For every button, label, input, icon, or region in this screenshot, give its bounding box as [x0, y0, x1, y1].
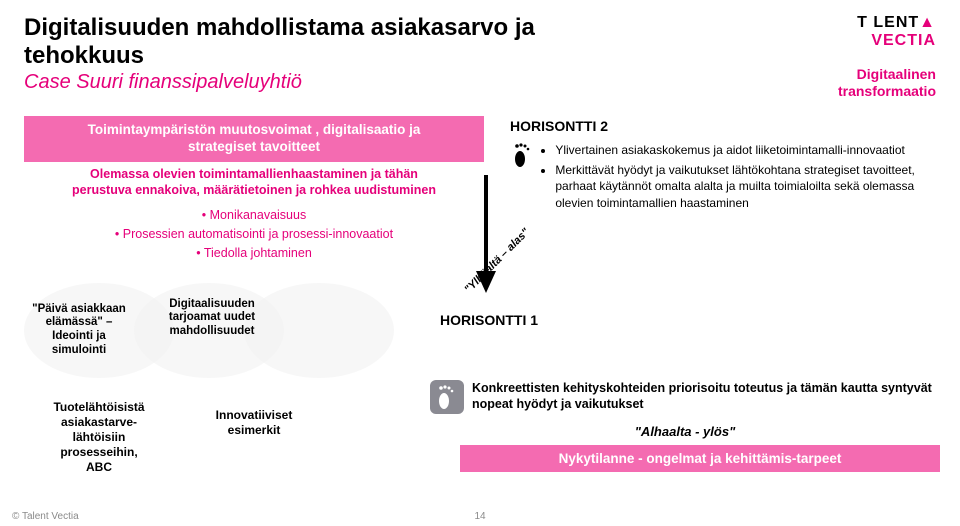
lower-left-labels: Tuotelähtöisistä asiakastarve- lähtöisii…	[24, 400, 484, 475]
venn-label-1: "Päivä asiakkaan elämässä" – Ideointi ja…	[19, 303, 139, 358]
llb-1: Innovatiiviset	[216, 408, 293, 422]
lower-right-text: Konkreettisten kehityskohteiden prioriso…	[472, 380, 940, 413]
horizon-1-title: HORISONTTI 1	[440, 312, 538, 328]
nyky-banner: Nykytilanne - ongelmat ja kehittämis-tar…	[460, 445, 940, 472]
lla-2: asiakastarve-	[61, 415, 137, 429]
vl1-1: "Päivä asiakkaan	[32, 303, 126, 315]
horizon-2-list: Ylivertainen asiakaskokemus ja aidot lii…	[539, 142, 919, 215]
subbanner-line-1: Olemassa olevien toimintamallienhaastami…	[24, 166, 484, 182]
h2-item-2: Merkittävät hyödyt ja vaikutukset lähtök…	[555, 162, 919, 211]
vl2-1: Digitaalisuuden	[169, 298, 255, 310]
horizon-2-title: HORISONTTI 2	[510, 118, 930, 134]
center-bullet-3: Tiedolla johtaminen	[196, 246, 312, 260]
logo-bottom-text: VECTIA	[857, 32, 936, 50]
horizon-2-block: HORISONTTI 2 Ylivertainen asiakaskokemus…	[510, 118, 930, 215]
venn-diagram: "Päivä asiakkaan elämässä" – Ideointi ja…	[24, 273, 484, 393]
venn-label-2: Digitaalisuuden tarjoamat uudet mahdolli…	[152, 298, 272, 339]
lla-1: Tuotelähtöisistä	[53, 400, 144, 414]
lower-right-block: Konkreettisten kehityskohteiden prioriso…	[430, 380, 940, 472]
ll-label-b: Innovatiiviset esimerkit	[194, 408, 314, 438]
banner-line-1: Toimintaympäristön muutosvoimat , digita…	[34, 122, 474, 139]
vl1-2: elämässä" –	[46, 316, 113, 328]
brand-logo: T LENT▲ VECTIA	[857, 14, 936, 50]
center-bullets: Monikanavaisuus Prosessien automatisoint…	[24, 206, 484, 262]
lla-4: prosesseihin,	[60, 445, 137, 459]
ll-label-a: Tuotelähtöisistä asiakastarve- lähtöisii…	[24, 400, 174, 475]
copyright: © Talent Vectia	[12, 511, 79, 522]
vl2-3: mahdollisuudet	[170, 325, 255, 337]
footer: © Talent Vectia 14	[0, 511, 960, 522]
footprint-box-icon	[430, 380, 464, 414]
subbanner: Olemassa olevien toimintamallienhaastami…	[24, 166, 484, 199]
alhaalta-label: "Alhaalta - ylös"	[430, 424, 940, 439]
tagline: Digitaalinen transformaatio	[838, 66, 936, 100]
title-block: Digitalisuuden mahdollistama asiakasarvo…	[24, 14, 644, 94]
tagline-line-2: transformaatio	[838, 83, 936, 100]
llb-2: esimerkit	[228, 423, 281, 437]
lla-3: lähtöisiin	[73, 430, 126, 444]
subtitle: Case Suuri finanssipalveluyhtiö	[24, 71, 644, 94]
vl1-4: simulointi	[52, 344, 106, 356]
vl1-3: Ideointi ja	[52, 330, 106, 342]
center-bullet-2: Prosessien automatisointi ja prosessi-in…	[115, 227, 393, 241]
page-number: 14	[474, 511, 485, 522]
logo-top-text: T LENT	[857, 14, 919, 31]
h2-item-1: Ylivertainen asiakaskokemus ja aidot lii…	[555, 142, 919, 158]
center-bullet-1: Monikanavaisuus	[202, 208, 306, 222]
banner-line-2: strategiset tavoitteet	[34, 139, 474, 156]
footprint-icon	[510, 142, 536, 172]
subbanner-line-2: perustuva ennakoiva, määrätietoinen ja r…	[24, 182, 484, 198]
vl2-2: tarjoamat uudet	[169, 311, 255, 323]
main-title: Digitalisuuden mahdollistama asiakasarvo…	[24, 14, 644, 69]
tagline-line-1: Digitaalinen	[838, 66, 936, 83]
lla-5: ABC	[86, 460, 112, 474]
banner-top: Toimintaympäristön muutosvoimat , digita…	[24, 116, 484, 162]
